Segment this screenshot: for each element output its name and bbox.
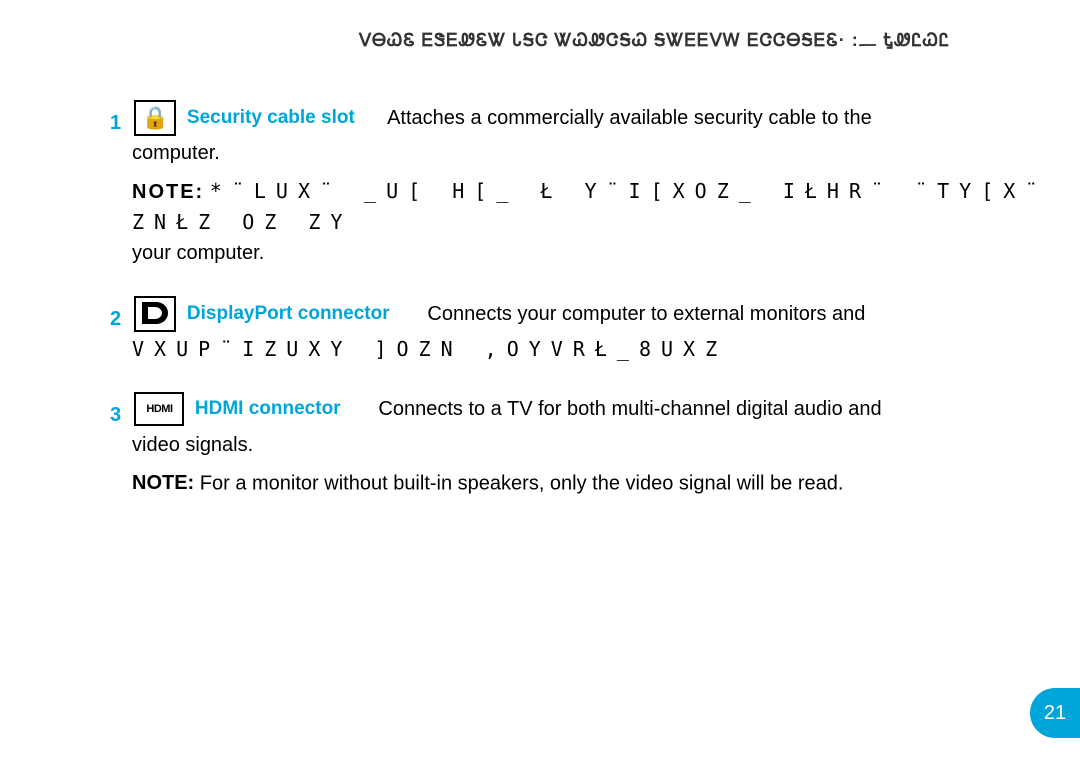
feature-desc-2: Connects your computer to external monit… xyxy=(394,303,865,325)
note-text-3: For a monitor without built-in speakers,… xyxy=(200,473,844,495)
feature-label-security: Security cable slot xyxy=(187,107,355,128)
feature-label-hdmi: HDMI connector xyxy=(195,398,341,419)
feature-cont-1: computer. xyxy=(132,138,1050,168)
note-1: NOTE: *¨LUX¨ _U[ H[_ Ł Y¨I[XOZ_ IŁHR¨ ¨T… xyxy=(132,176,1050,238)
note-garbled-1: *¨LUX¨ _U[ H[_ Ł Y¨I[XOZ_ IŁHR¨ ¨TY[X¨ Z… xyxy=(132,179,1047,234)
garbled-line-2: VXUP¨IZUXY ]OZN ,OYVRŁ_8UXZ xyxy=(132,334,1050,364)
item-number-1: 1 xyxy=(110,108,130,138)
note-label-1: NOTE: xyxy=(132,181,204,203)
feature-item-1: 1 🔒 Security cable slot Attaches a comme… xyxy=(110,100,1050,268)
security-lock-icon: 🔒 xyxy=(134,100,176,136)
feature-desc-3: Connects to a TV for both multi-channel … xyxy=(345,398,882,420)
feature-label-displayport: DisplayPort connector xyxy=(187,303,390,324)
note-3: NOTE: For a monitor without built-in spe… xyxy=(132,468,1050,499)
hdmi-icon: HDMI xyxy=(134,392,184,426)
note-cont-1: your computer. xyxy=(132,238,1050,268)
item-number-2: 2 xyxy=(110,304,130,334)
feature-cont-3: video signals. xyxy=(132,430,1050,460)
feature-item-3: 3 HDMI HDMI connector Connects to a TV f… xyxy=(110,392,1050,499)
feature-desc-1: Attaches a commercially available securi… xyxy=(359,107,871,129)
feature-item-2: 2 DisplayPort connector Connects your co… xyxy=(110,296,1050,364)
page-header: ᐯᎾᏇᏋ ᎬᏕᎬᏪᏋᏔ ᏓᎦᏣ ᏔᏇᏪᏣᎦᏇ ᎦᏔᎬᎬᐯᎳ ᎬᏣᏣᎾᎦᎬᏋ· :… xyxy=(359,28,950,52)
item-number-3: 3 xyxy=(110,400,130,430)
content-area: 1 🔒 Security cable slot Attaches a comme… xyxy=(110,100,1050,527)
note-label-3: NOTE: xyxy=(132,472,194,494)
displayport-icon xyxy=(134,296,176,332)
page-number-tab: 21 xyxy=(1030,688,1080,738)
